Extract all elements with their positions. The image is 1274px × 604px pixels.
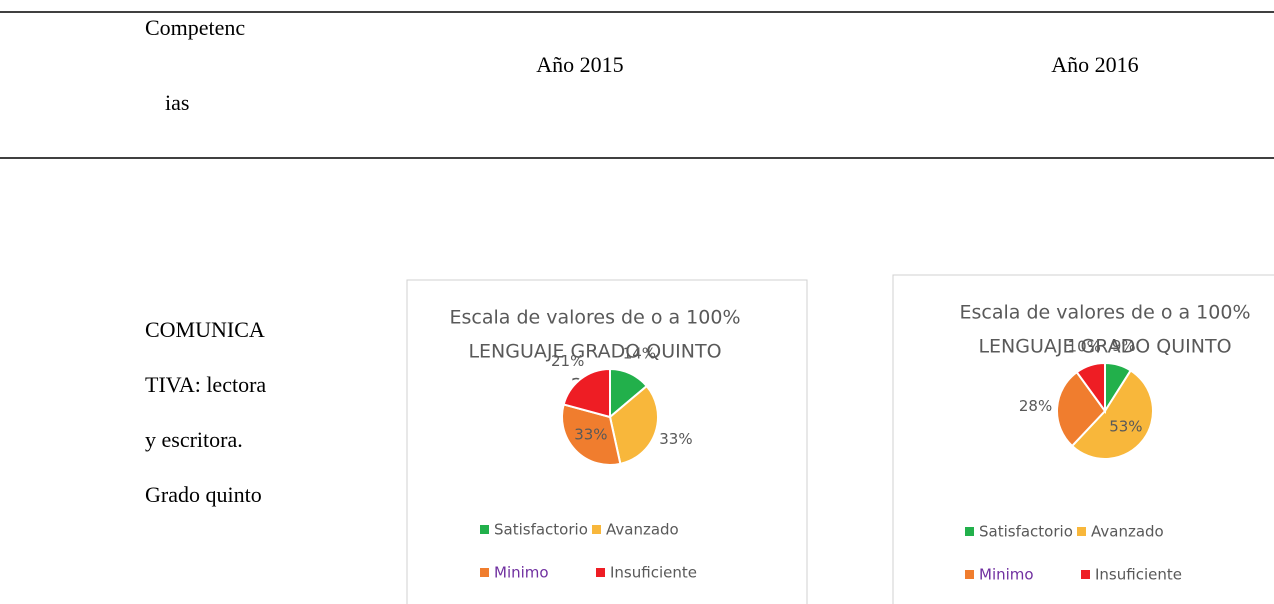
- legend-swatch: [1077, 527, 1086, 536]
- pie-slice: [1075, 361, 1106, 415]
- legend-label: Insuficiente: [610, 564, 697, 582]
- row-label: y escritora.: [145, 427, 243, 452]
- header-cell: Competenc: [145, 15, 245, 40]
- legend-swatch: [596, 568, 605, 577]
- data-label: 28%: [1019, 397, 1052, 415]
- row-label: COMUNICA: [145, 317, 265, 342]
- chart-title: LENGUAJE GRADO QUINTO: [468, 341, 721, 363]
- pie-slice: [1070, 369, 1154, 460]
- pie-slice: [1056, 370, 1107, 448]
- header-cell: Año 2015: [536, 52, 623, 77]
- pie-slice: [608, 384, 659, 466]
- legend-label: Minimo: [494, 564, 549, 582]
- data-label: 9%: [1112, 337, 1136, 355]
- header-cell: Año 2016: [1051, 52, 1138, 77]
- pie-slice: [561, 403, 622, 466]
- legend-swatch: [592, 525, 601, 534]
- legend-label: Avanzado: [1091, 523, 1164, 541]
- data-label: 14%: [623, 344, 656, 362]
- row-label: TIVA: lectora: [145, 372, 266, 397]
- chart-title: Escala de valores de o a 100%: [449, 307, 740, 329]
- legend-label: Insuficiente: [1095, 566, 1182, 584]
- chart-title: LENGUAJE GRADO QUINTO: [978, 336, 1231, 358]
- legend-swatch: [965, 527, 974, 536]
- legend-swatch: [480, 525, 489, 534]
- header-cell: ias: [165, 90, 189, 115]
- chart-title: Escala de valores de o a 100%: [959, 302, 1250, 324]
- legend-label: Minimo: [979, 566, 1034, 584]
- pie-slice: [562, 367, 611, 419]
- legend-label: Avanzado: [606, 521, 679, 539]
- legend-label: Satisfactorio: [979, 523, 1073, 541]
- data-label: 53%: [1109, 418, 1142, 436]
- legend-swatch: [1081, 570, 1090, 579]
- legend-label: Satisfactorio: [494, 521, 588, 539]
- data-label: 21%: [551, 352, 584, 370]
- data-label: 10%: [1068, 338, 1101, 356]
- legend-swatch: [480, 568, 489, 577]
- data-label: 33%: [574, 426, 607, 444]
- legend-swatch: [965, 570, 974, 579]
- row-label: Grado quinto: [145, 482, 262, 507]
- data-label: 33%: [659, 430, 692, 448]
